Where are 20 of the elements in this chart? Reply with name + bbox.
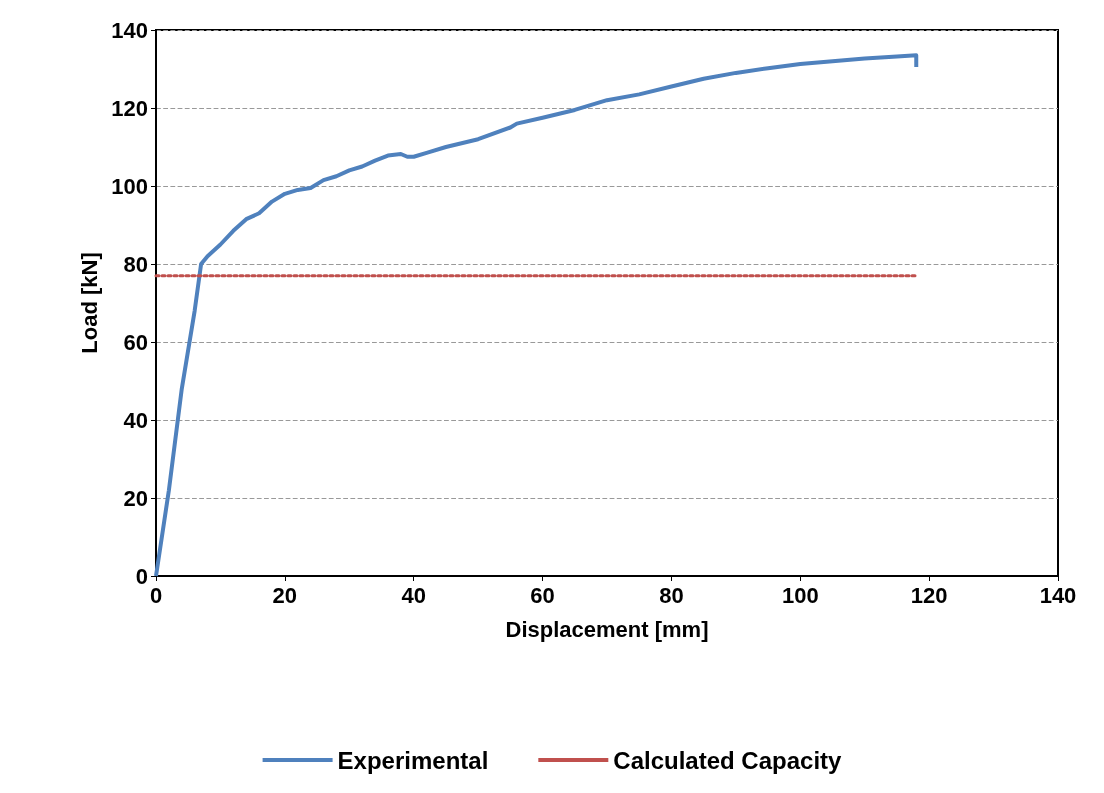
y-tick-label: 140 (111, 17, 148, 43)
x-axis-title: Displacement [mm] (505, 616, 709, 642)
y-tick-label: 100 (111, 173, 148, 199)
y-tick-label: 0 (135, 563, 148, 589)
y-tick-label: 80 (123, 251, 148, 277)
x-tick-label: 20 (272, 582, 298, 608)
x-tick-label: 80 (659, 582, 684, 608)
x-tick-label: 100 (781, 582, 819, 608)
y-tick-label: 120 (111, 95, 148, 121)
legend-label: Experimental (337, 746, 489, 774)
x-tick-label: 120 (910, 582, 948, 608)
y-tick-label: 20 (123, 485, 148, 511)
y-axis-title: Load [kN] (76, 252, 102, 354)
x-tick-label: 60 (530, 582, 555, 608)
x-tick-label: 40 (401, 582, 426, 608)
line-series (154, 53, 919, 578)
y-tick-label: 60 (123, 329, 148, 355)
legend-label: Calculated Capacity (613, 746, 843, 774)
y-tick-label: 40 (123, 407, 148, 433)
x-tick-label: 140 (1039, 582, 1077, 608)
